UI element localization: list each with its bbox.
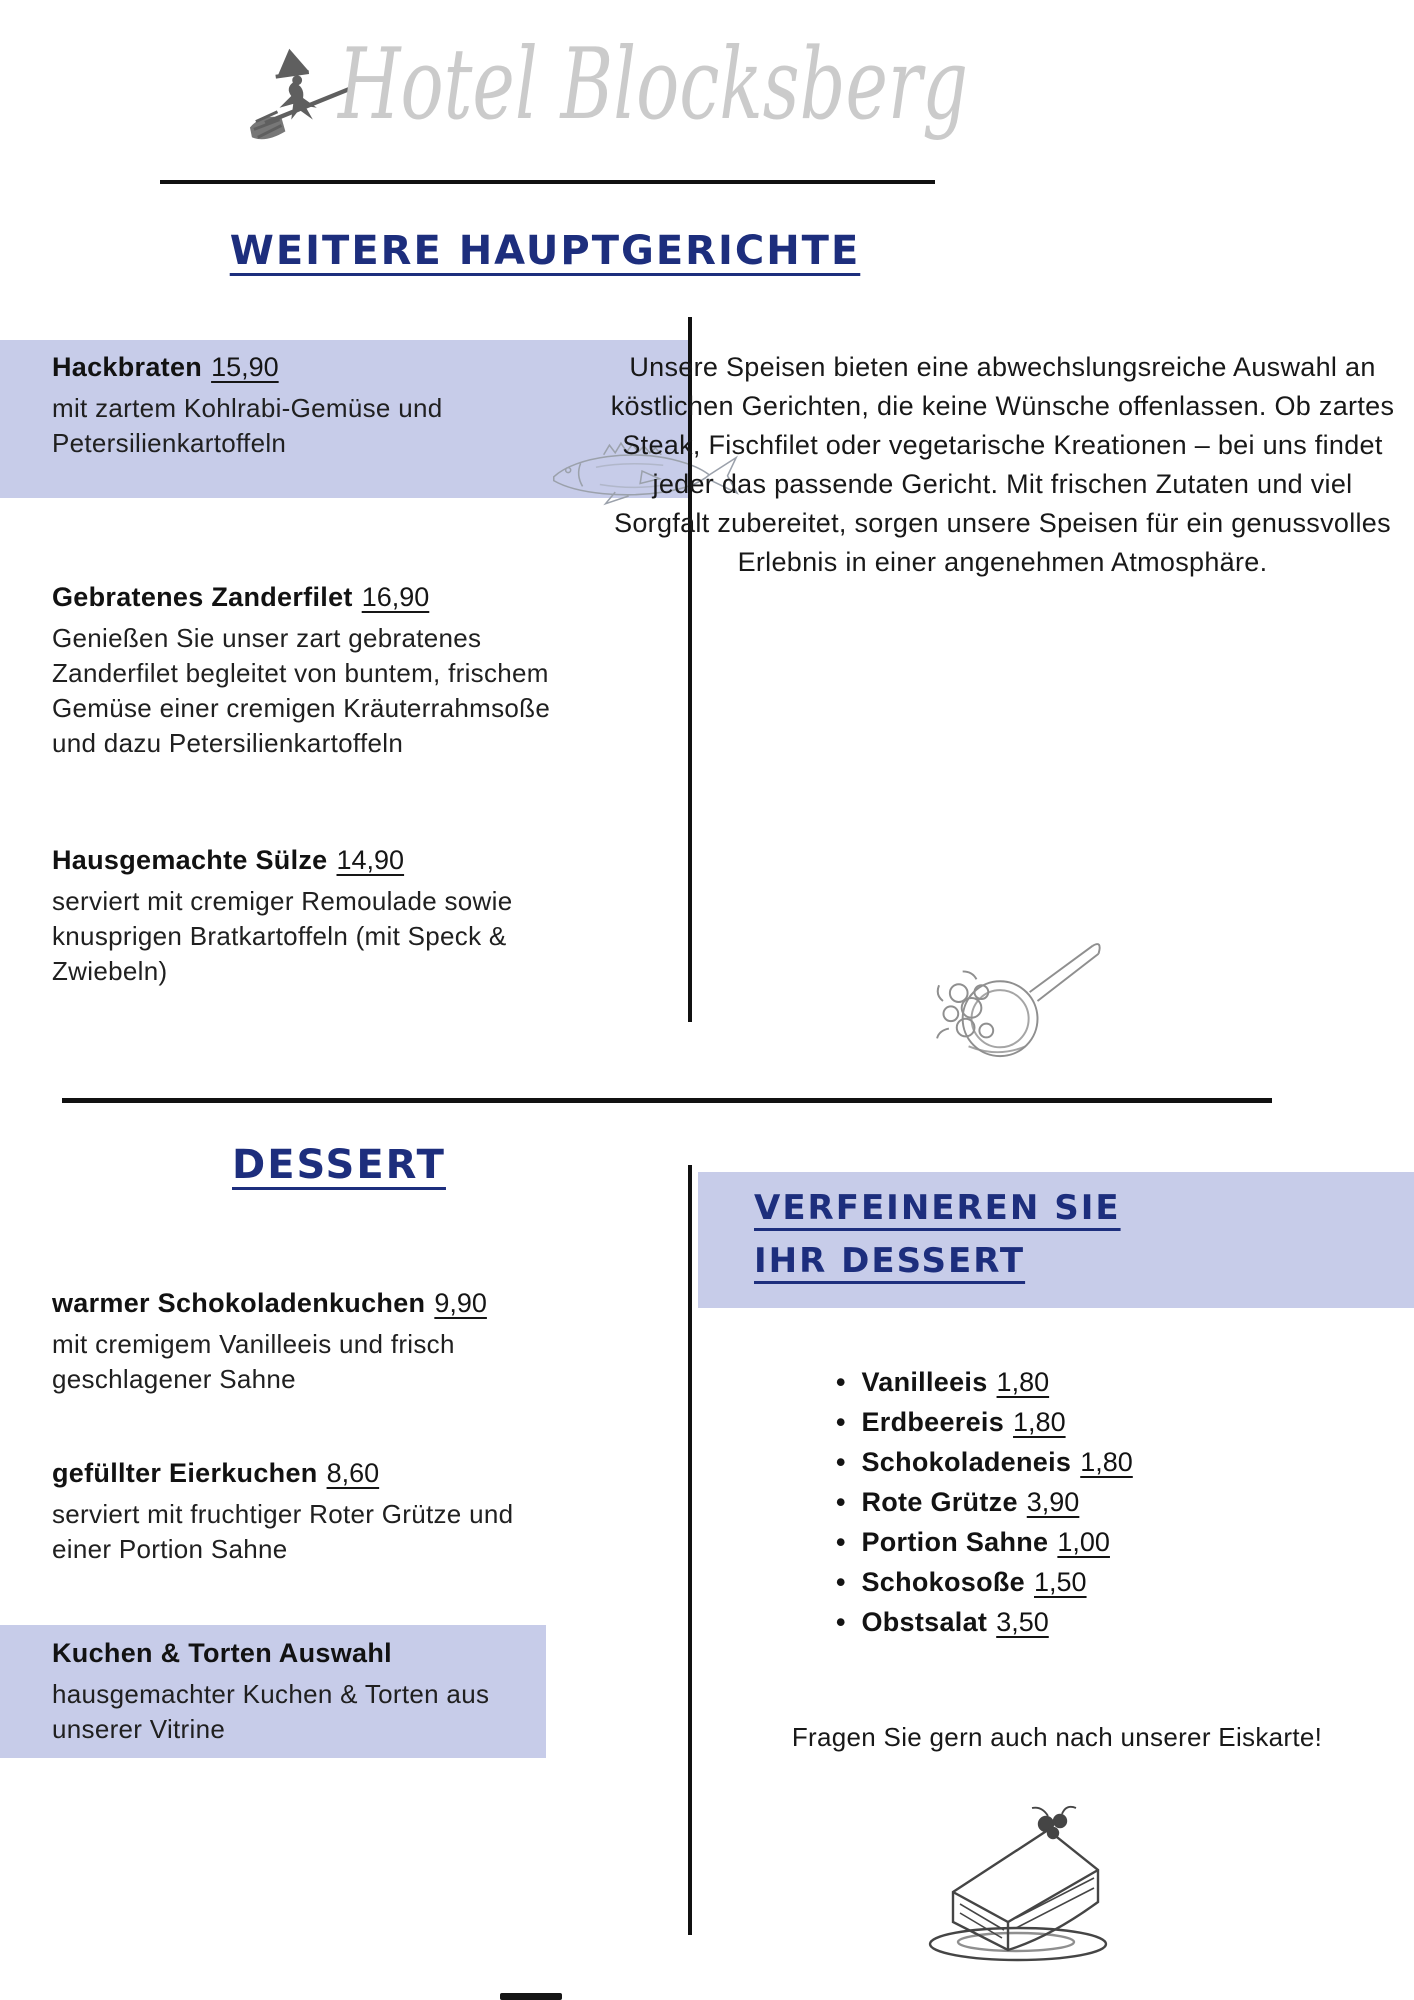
item-name: gefüllter Eierkuchen [52,1458,318,1488]
dessert-section-title: DESSERT [232,1142,446,1188]
item-name: Hackbraten [52,352,203,382]
cake-illustration [898,1772,1138,1972]
item-description: serviert mit cremiger Remoulade sowie kn… [52,886,513,986]
item-description: hausgemachter Kuchen & Torten aus unsere… [52,1679,490,1744]
item-price: 16,90 [361,582,430,612]
ice-card-note: Fragen Sie gern auch nach unserer Eiskar… [791,1722,1323,1752]
menu-item-hackbraten: Hackbraten 15,90 mit zartem Kohlrabi-Gemü… [52,352,552,461]
item-price: 8,60 [326,1458,380,1488]
menu-item-eierkuchen: gefüllter Eierkuchen 8,60 serviert mit fr… [52,1458,532,1567]
addons-title-line1: VERFEINEREN SIE [754,1188,1121,1228]
fish-illustration [548,438,740,506]
witch-on-broom-icon [248,46,366,146]
item-price: 9,90 [434,1288,487,1318]
logo-text-svg: Hotel Blocksberg [337,28,968,142]
item-description: mit zartem Kohlrabi-Gemüse und Petersili… [52,393,443,458]
addons-section-title: VERFEINEREN SIE IHR DESSERT [754,1182,1414,1288]
menu-item-schokoladenkuchen: warmer Schokoladenkuchen 9,90 mit cremige… [52,1288,522,1397]
item-price: 15,90 [211,352,279,382]
item-description: Genießen Sie unser zart gebratenes Zande… [52,623,551,758]
header-divider [160,180,935,184]
highlight-band-addons: VERFEINEREN SIE IHR DESSERT [698,1172,1414,1308]
menu-item-suelze: Hausgemachte Sülze 14,90 serviert mit cre… [52,845,542,989]
cut-off-text-fragment [500,1993,562,2000]
mains-vertical-divider [688,317,692,1022]
item-price: 14,90 [336,845,405,875]
item-name: Gebratenes Zanderfilet [52,582,353,612]
highlight-band-kuchen [0,1625,546,1758]
item-description: serviert mit fruchtiger Roter Grütze und… [52,1499,514,1564]
mains-section-title: WEITERE HAUPTGERICHTE [229,228,861,274]
addons-title-line2: IHR DESSERT [754,1241,1026,1281]
highlight-band-hackbraten [0,340,688,498]
hotel-logo: Hotel Blocksberg [330,6,990,161]
menu-item-zanderfilet: Gebratenes Zanderfilet 16,90 Genießen Sie… [52,582,587,761]
dessert-vertical-divider [688,1165,692,1935]
item-name: warmer Schokoladenkuchen [52,1288,426,1318]
item-name: Kuchen & Torten Auswahl [52,1638,392,1668]
menu-item-kuchen-torten: Kuchen & Torten Auswahl hausgemachter Ku… [52,1638,532,1747]
pan-illustration [898,936,1113,1064]
mains-intro-text: Unsere Speisen bieten eine abwechslungsr… [610,352,1395,577]
item-name: Hausgemachte Sülze [52,845,328,875]
section-divider [62,1098,1272,1103]
item-description: mit cremigem Vanilleeis und frisch gesch… [52,1329,455,1394]
